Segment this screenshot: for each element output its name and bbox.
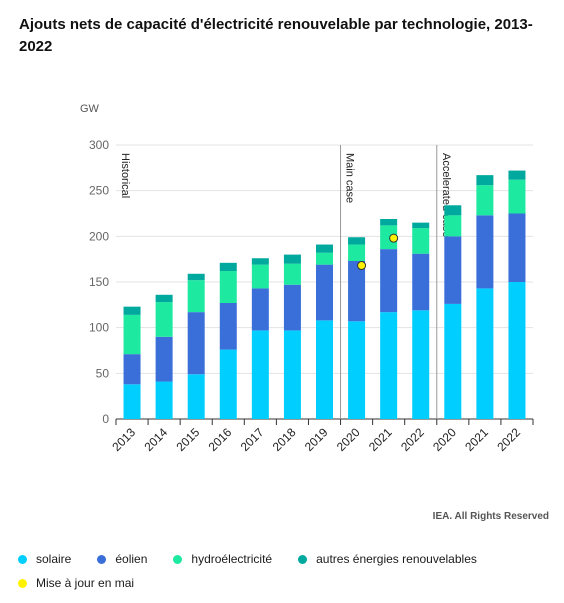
bar-segment-eolien xyxy=(444,236,462,304)
x-tick-label: 2016 xyxy=(206,425,235,454)
bar-segment-solaire xyxy=(123,384,141,419)
bar-segment-hydro xyxy=(251,264,269,289)
bar-segment-autres xyxy=(219,262,237,272)
bar-segment-solaire xyxy=(219,349,237,419)
y-tick-label: 300 xyxy=(89,138,109,152)
bar-segment-hydro xyxy=(508,179,526,214)
bar-segment-solaire xyxy=(251,330,269,419)
bar-segment-eolien xyxy=(283,284,301,331)
legend-item-solaire[interactable]: solaire xyxy=(18,552,71,566)
y-tick-label: 200 xyxy=(89,229,109,243)
credit-text: IEA. All Rights Reserved xyxy=(432,511,549,522)
bar-segment-autres xyxy=(348,237,366,245)
legend-label-hydro: hydroélectricité xyxy=(191,552,273,566)
bar-segment-autres xyxy=(508,170,526,180)
legend-swatch-eolien xyxy=(97,554,107,564)
bar-segment-autres xyxy=(123,306,141,315)
y-tick-label: 50 xyxy=(96,366,110,380)
bar-segment-autres xyxy=(251,258,269,265)
legend-item-autres[interactable]: autres énergies renouvelables xyxy=(298,552,477,566)
bar-segment-eolien xyxy=(155,336,173,382)
bar-segment-hydro xyxy=(283,263,301,285)
bar-segment-solaire xyxy=(155,381,173,419)
update-marker xyxy=(357,261,367,271)
bar-segment-solaire xyxy=(348,321,366,419)
bar-segment-hydro xyxy=(476,185,494,216)
x-tick-label: 2018 xyxy=(270,425,299,454)
bar-segment-hydro xyxy=(219,271,237,304)
bar-segment-hydro xyxy=(444,215,462,237)
x-tick-label: 2013 xyxy=(109,425,138,454)
bar-segment-autres xyxy=(380,218,398,226)
bar-segment-solaire xyxy=(508,282,526,419)
legend-swatch-autres xyxy=(298,554,308,564)
legend-label-autres: autres énergies renouvelables xyxy=(316,552,477,566)
section-label: Historical xyxy=(119,153,131,198)
bar-segment-hydro xyxy=(187,280,205,313)
bar-segment-eolien xyxy=(316,264,333,321)
y-tick-label: 0 xyxy=(102,412,109,426)
bar-segment-solaire xyxy=(316,320,333,419)
bar-segment-eolien xyxy=(123,354,141,385)
bar-segment-solaire xyxy=(187,374,205,419)
legend-item-eolien[interactable]: éolien xyxy=(97,552,147,566)
bar-segment-eolien xyxy=(251,288,269,331)
bar-segment-hydro xyxy=(380,225,398,250)
legend-swatch-hydro xyxy=(173,554,183,564)
y-tick-label: 150 xyxy=(89,275,109,289)
bar-segment-hydro xyxy=(412,228,430,254)
bar-segment-autres xyxy=(283,254,301,264)
bar-segment-eolien xyxy=(412,253,430,311)
x-tick-label: 2021 xyxy=(462,425,491,454)
bar-segment-solaire xyxy=(444,303,462,419)
bar-segment-eolien xyxy=(219,303,237,350)
chart-title: Ajouts nets de capacité d'électricité re… xyxy=(19,16,533,55)
bar-segment-eolien xyxy=(508,213,526,282)
x-tick-label: 2015 xyxy=(174,425,203,454)
section-label: Main case xyxy=(344,153,356,203)
legend: solaire éolien hydroélectricité autres é… xyxy=(18,547,548,595)
x-tick-label: 2021 xyxy=(366,425,395,454)
bar-segment-hydro xyxy=(155,302,173,337)
bar-segment-eolien xyxy=(187,312,205,375)
legend-label-solaire: solaire xyxy=(36,552,72,566)
x-tick-label: 2014 xyxy=(141,425,170,454)
legend-swatch-solaire xyxy=(18,554,27,564)
x-tick-label: 2020 xyxy=(430,425,459,454)
x-tick-label: 2022 xyxy=(398,425,427,454)
x-tick-label: 2017 xyxy=(238,425,267,454)
bar-segment-autres xyxy=(316,244,333,253)
bar-segment-solaire xyxy=(476,288,494,419)
bar-segment-autres xyxy=(155,294,173,303)
legend-row-1: solaire éolien hydroélectricité autres é… xyxy=(18,547,548,571)
update-marker xyxy=(389,233,399,243)
legend-label-eolien: éolien xyxy=(115,552,148,566)
x-tick-label: 2022 xyxy=(494,425,523,454)
bar-segment-autres xyxy=(444,205,462,216)
legend-row-2: Mise à jour en mai xyxy=(18,571,548,595)
bar-segment-eolien xyxy=(348,260,366,322)
y-axis-unit-label: GW xyxy=(80,103,100,115)
bar-segment-autres xyxy=(476,175,494,186)
bar-segment-solaire xyxy=(412,310,430,419)
legend-item-update[interactable]: Mise à jour en mai xyxy=(18,576,134,590)
bar-segment-hydro xyxy=(123,314,141,355)
bar-segment-eolien xyxy=(380,249,398,313)
bar-segment-autres xyxy=(412,222,430,229)
y-tick-label: 100 xyxy=(89,321,109,335)
x-tick-label: 2019 xyxy=(302,425,331,454)
y-tick-label: 250 xyxy=(89,184,109,198)
legend-label-update: Mise à jour en mai xyxy=(36,576,135,590)
x-tick-label: 2020 xyxy=(334,425,363,454)
bar-segment-eolien xyxy=(476,215,494,289)
bar-segment-solaire xyxy=(283,330,301,419)
bar-segment-solaire xyxy=(380,312,398,419)
bar-segment-hydro xyxy=(316,252,333,265)
legend-item-hydro[interactable]: hydroélectricité xyxy=(173,552,272,566)
bar-segment-autres xyxy=(187,273,205,281)
legend-swatch-update xyxy=(18,578,27,588)
bar-segment-hydro xyxy=(348,244,366,261)
